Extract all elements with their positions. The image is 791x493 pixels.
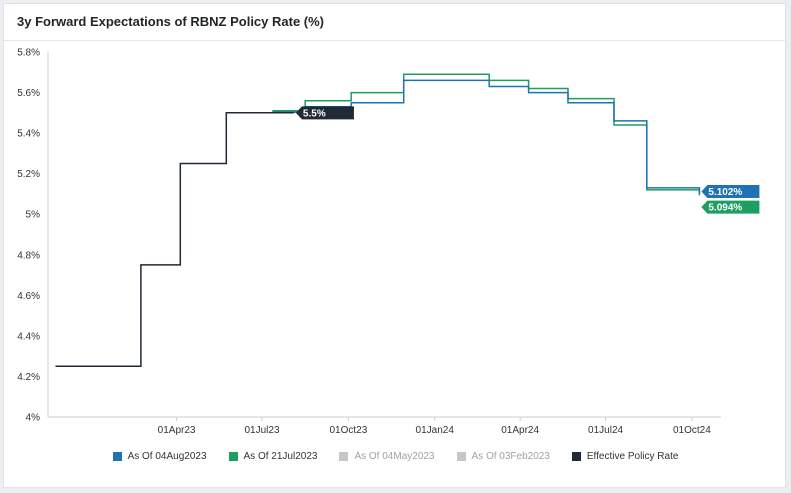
legend-label: As Of 04May2023 <box>354 450 435 462</box>
x-tick-label: 01Apr23 <box>158 425 196 436</box>
legend-label: As Of 03Feb2023 <box>471 450 550 462</box>
x-tick-label: 01Apr24 <box>501 425 539 436</box>
legend-label: As Of 21Jul2023 <box>243 450 318 462</box>
legend-label: Effective Policy Rate <box>586 450 679 462</box>
legend-item[interactable]: As Of 21Jul2023 <box>228 448 318 464</box>
x-tick-label: 01Jul23 <box>244 425 279 436</box>
legend-item[interactable]: Effective Policy Rate <box>571 448 679 464</box>
chart-card: 3y Forward Expectations of RBNZ Policy R… <box>3 3 786 488</box>
y-tick-label: 4.8% <box>17 250 40 261</box>
y-tick-label: 4.6% <box>17 291 40 302</box>
end-label-as-of-04aug2023: 5.102% <box>701 185 760 199</box>
y-tick-label: 4.2% <box>17 372 40 383</box>
legend-item[interactable]: As Of 03Feb2023 <box>456 448 550 464</box>
y-tick-label: 5.6% <box>17 88 40 99</box>
end-label-text: 5.094% <box>708 203 742 214</box>
x-tick-label: 01Jan24 <box>416 425 455 436</box>
legend-item[interactable]: As Of 04May2023 <box>339 448 435 464</box>
chart-svg: 4% 4.2% 4.4% 4.6% 4.8% 5% 5.2% 5.4% 5.6% 5.8% 01Ap… <box>17 48 760 436</box>
chart-axes: 4% 4.2% 4.4% 4.6% 4.8% 5% 5.2% 5.4% 5.6% 5.8% 01Ap… <box>17 48 721 436</box>
x-tick-label: 01Jul24 <box>588 425 623 436</box>
end-label-text: 5.102% <box>708 187 742 198</box>
end-label-box <box>701 200 760 214</box>
legend-swatch <box>456 451 466 461</box>
legend-swatch <box>339 451 349 461</box>
end-label-effective-policy-rate: 5.5% <box>295 106 354 120</box>
y-tick-label: 5.8% <box>17 48 40 59</box>
chart-series <box>55 73 701 368</box>
series-line-as-of-21jul2023 <box>272 73 701 196</box>
chart-end-labels: 5.5% 5.102% 5.094% <box>295 106 760 214</box>
legend-label: As Of 04Aug2023 <box>127 450 207 462</box>
y-tick-label: 5.4% <box>17 129 40 140</box>
title-divider <box>4 40 785 41</box>
x-tick-label: 01Oct23 <box>329 425 367 436</box>
legend-swatch <box>228 451 238 461</box>
chart-legend: As Of 04Aug2023 As Of 21Jul2023 As Of 04Ma… <box>4 448 787 464</box>
series-line-as-of-04aug2023 <box>272 79 701 194</box>
chart-title: 3y Forward Expectations of RBNZ Policy R… <box>17 14 325 29</box>
legend-swatch <box>112 451 122 461</box>
legend-swatch <box>571 451 581 461</box>
y-tick-label: 4% <box>26 413 41 424</box>
end-label-as-of-21jul2023: 5.094% <box>701 200 760 214</box>
y-tick-label: 5% <box>26 210 41 221</box>
series-line-effective-policy-rate <box>55 112 294 368</box>
y-tick-label: 4.4% <box>17 331 40 342</box>
end-label-text: 5.5% <box>303 108 326 119</box>
legend-item[interactable]: As Of 04Aug2023 <box>112 448 207 464</box>
end-label-box <box>701 185 760 199</box>
x-tick-label: 01Oct24 <box>673 425 711 436</box>
y-tick-label: 5.2% <box>17 169 40 180</box>
end-label-box <box>295 106 354 120</box>
